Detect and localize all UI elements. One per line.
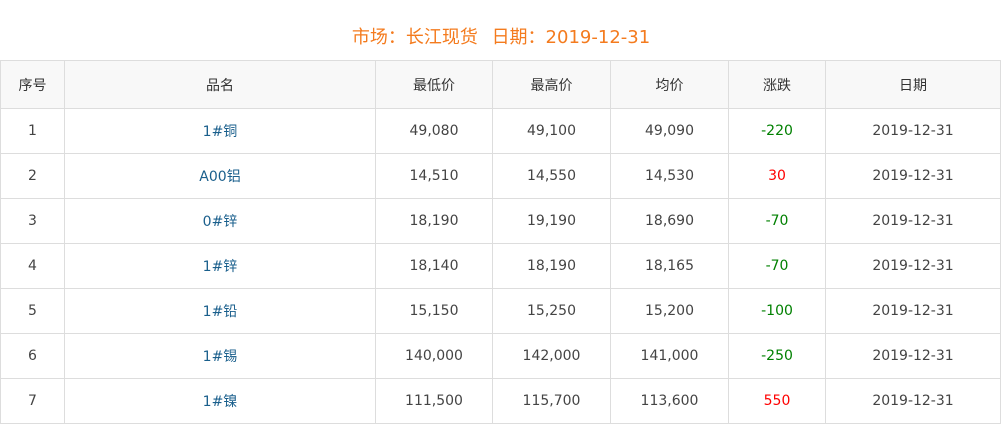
- cell-high: 18,190: [492, 243, 611, 289]
- cell-name[interactable]: A00铝: [64, 153, 376, 199]
- page-title: 市场：长江现货 日期：2019-12-31: [0, 0, 1002, 60]
- cell-name[interactable]: 1#铅: [64, 288, 376, 334]
- header-name: 品名: [64, 60, 376, 109]
- cell-high: 19,190: [492, 198, 611, 244]
- table-row: 1 1#铜 49,080 49,100 49,090 -220 2019-12-31: [0, 108, 1001, 154]
- cell-high: 14,550: [492, 153, 611, 199]
- price-table: 序号 品名 最低价 最高价 均价 涨跌 日期 1 1#铜 49,080 49,100 4…: [0, 60, 1001, 424]
- cell-low: 18,140: [375, 243, 493, 289]
- cell-high: 115,700: [492, 378, 611, 424]
- cell-change: -220: [728, 108, 826, 154]
- cell-date: 2019-12-31: [825, 198, 1001, 244]
- cell-date: 2019-12-31: [825, 333, 1001, 379]
- table-row: 4 1#锌 18,140 18,190 18,165 -70 2019-12-31: [0, 243, 1001, 289]
- header-low: 最低价: [375, 60, 493, 109]
- cell-date: 2019-12-31: [825, 288, 1001, 334]
- table-row: 7 1#镍 111,500 115,700 113,600 550 2019-12-31: [0, 378, 1001, 424]
- cell-avg: 15,200: [610, 288, 729, 334]
- cell-low: 140,000: [375, 333, 493, 379]
- cell-low: 111,500: [375, 378, 493, 424]
- header-no: 序号: [0, 60, 65, 109]
- cell-name[interactable]: 1#锌: [64, 243, 376, 289]
- cell-high: 15,250: [492, 288, 611, 334]
- cell-change: -250: [728, 333, 826, 379]
- market-label: 市场：长江现货: [351, 27, 478, 48]
- cell-avg: 14,530: [610, 153, 729, 199]
- cell-name[interactable]: 1#镍: [64, 378, 376, 424]
- cell-name[interactable]: 1#锡: [64, 333, 376, 379]
- table-row: 2 A00铝 14,510 14,550 14,530 30 2019-12-31: [0, 153, 1001, 199]
- cell-low: 15,150: [375, 288, 493, 334]
- cell-no: 1: [0, 108, 65, 154]
- cell-no: 6: [0, 333, 65, 379]
- cell-no: 7: [0, 378, 65, 424]
- cell-no: 4: [0, 243, 65, 289]
- cell-change: 30: [728, 153, 826, 199]
- cell-no: 3: [0, 198, 65, 244]
- cell-low: 18,190: [375, 198, 493, 244]
- cell-no: 5: [0, 288, 65, 334]
- cell-avg: 49,090: [610, 108, 729, 154]
- table-row: 6 1#锡 140,000 142,000 141,000 -250 2019-12-31: [0, 333, 1001, 379]
- cell-avg: 141,000: [610, 333, 729, 379]
- cell-change: 550: [728, 378, 826, 424]
- cell-date: 2019-12-31: [825, 108, 1001, 154]
- cell-name[interactable]: 1#铜: [64, 108, 376, 154]
- cell-avg: 18,690: [610, 198, 729, 244]
- header-high: 最高价: [492, 60, 611, 109]
- cell-change: -100: [728, 288, 826, 334]
- cell-high: 142,000: [492, 333, 611, 379]
- header-change: 涨跌: [728, 60, 826, 109]
- cell-low: 14,510: [375, 153, 493, 199]
- header-date: 日期: [825, 60, 1001, 109]
- cell-high: 49,100: [492, 108, 611, 154]
- date-label: 日期：2019-12-31: [491, 27, 651, 48]
- cell-avg: 113,600: [610, 378, 729, 424]
- table-row: 5 1#铅 15,150 15,250 15,200 -100 2019-12-31: [0, 288, 1001, 334]
- header-avg: 均价: [610, 60, 729, 109]
- cell-change: -70: [728, 198, 826, 244]
- cell-date: 2019-12-31: [825, 378, 1001, 424]
- cell-change: -70: [728, 243, 826, 289]
- header-row: 序号 品名 最低价 最高价 均价 涨跌 日期: [0, 60, 1001, 109]
- cell-date: 2019-12-31: [825, 243, 1001, 289]
- cell-avg: 18,165: [610, 243, 729, 289]
- cell-low: 49,080: [375, 108, 493, 154]
- table-row: 3 0#锌 18,190 19,190 18,690 -70 2019-12-31: [0, 198, 1001, 244]
- cell-no: 2: [0, 153, 65, 199]
- cell-name[interactable]: 0#锌: [64, 198, 376, 244]
- cell-date: 2019-12-31: [825, 153, 1001, 199]
